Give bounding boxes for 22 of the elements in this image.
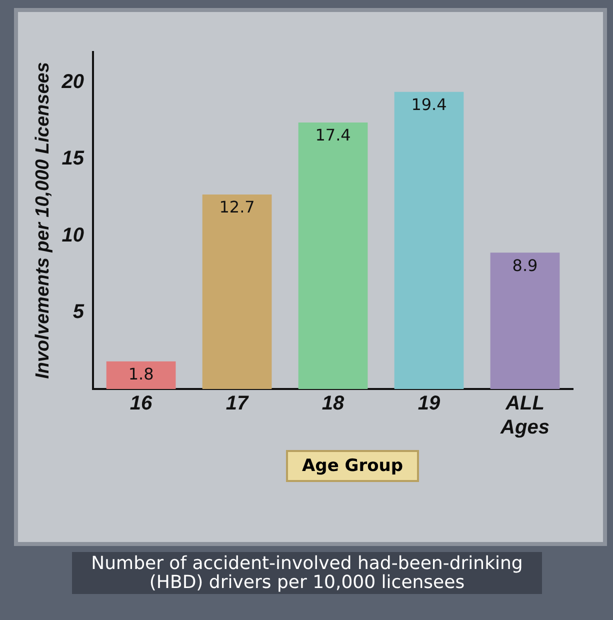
data-label: 17.4 xyxy=(315,126,351,145)
data-label: 12.7 xyxy=(219,198,255,217)
data-label: 8.9 xyxy=(512,256,538,275)
bar xyxy=(106,361,176,389)
x-tick-label: 17 xyxy=(226,392,250,415)
text: Number of accident-involved had-been-drinking (HBD) drivers per 10,000 licensees xyxy=(72,552,542,594)
x-tick-label: 19 xyxy=(418,392,442,415)
x-tick-label: 18 xyxy=(322,392,346,415)
y-tick-label: 20 xyxy=(60,71,84,94)
x-tick-label: ALL Ages xyxy=(500,392,550,439)
y-tick-label: 10 xyxy=(62,224,84,246)
x-axis-title: Age Group xyxy=(286,450,420,482)
bar xyxy=(490,252,560,389)
bar xyxy=(394,92,464,389)
bar xyxy=(298,122,368,389)
y-axis-title: Involvements per 10,000 Licensees xyxy=(32,62,54,379)
y-tick-label: 5 xyxy=(72,300,85,323)
y-tick-label: 15 xyxy=(62,148,85,170)
x-tick-label: 16 xyxy=(130,392,154,415)
data-label: 1.8 xyxy=(128,364,154,384)
bar xyxy=(202,194,272,389)
data-label: 19.4 xyxy=(411,94,447,114)
